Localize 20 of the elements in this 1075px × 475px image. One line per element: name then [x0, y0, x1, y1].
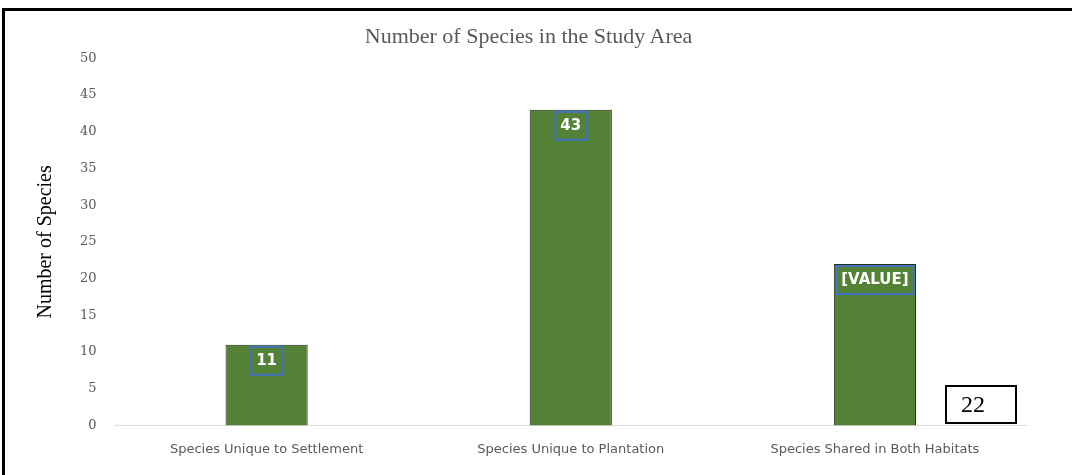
- y-tick-label: 35: [80, 159, 97, 175]
- annotation: 22: [944, 385, 1017, 425]
- data-label: [VALUE]: [841, 269, 909, 288]
- y-tick-label: 25: [80, 233, 97, 249]
- y-tick-label: 40: [80, 123, 97, 139]
- y-tick-label: 10: [80, 343, 97, 359]
- y-tick-label: 0: [88, 416, 97, 432]
- y-tick-label: 30: [80, 196, 97, 212]
- data-label: 11: [256, 350, 278, 369]
- x-tick-label: Species Unique to Settlement: [169, 440, 364, 456]
- y-tick-label: 20: [80, 269, 97, 285]
- x-tick-label: Species Shared in Both Habitats: [770, 440, 980, 456]
- y-tick-label: 50: [80, 49, 97, 65]
- chart-title: Number of Species in the Study Area: [364, 22, 693, 48]
- y-tick-label: 5: [88, 380, 97, 396]
- y-tick-label: 15: [80, 306, 97, 322]
- y-tick-label: 45: [80, 86, 97, 102]
- x-tick-label: Species Unique to Plantation: [477, 440, 665, 456]
- y-axis-title: Number of Species: [33, 165, 57, 319]
- data-label: 43: [560, 115, 582, 134]
